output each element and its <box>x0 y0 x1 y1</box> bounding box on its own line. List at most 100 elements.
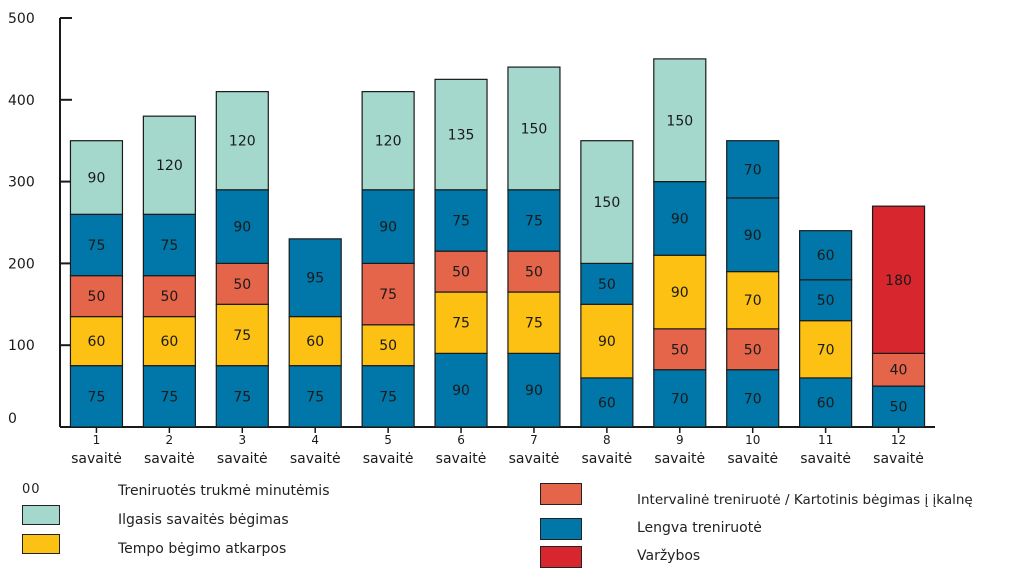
bar-segment <box>726 140 780 199</box>
bar-value-label: 95 <box>306 271 324 287</box>
bar-value-label: 50 <box>160 289 178 305</box>
bar-segment <box>142 275 196 318</box>
bar-value-label: 60 <box>306 334 324 350</box>
x-tick-label: savaitė <box>800 451 851 467</box>
bar-value-label: 90 <box>744 228 762 244</box>
bar-value-label: 90 <box>598 334 616 350</box>
bar-segment <box>871 352 926 387</box>
bar-segment <box>653 58 707 183</box>
x-tick-label: savaitė <box>509 451 560 467</box>
bar-segment <box>69 213 124 277</box>
bar-value-label: 90 <box>452 383 470 399</box>
bar-segment <box>69 140 124 215</box>
bar-segment <box>361 189 415 265</box>
bar-value-label: 50 <box>88 289 106 305</box>
bar-segment <box>142 213 196 277</box>
bar-value-label: 50 <box>890 400 908 416</box>
bar-segment <box>653 369 707 428</box>
bar-value-label: 75 <box>88 238 106 254</box>
legend-swatch-varzybos <box>540 546 582 568</box>
bar-value-label: 150 <box>666 113 693 129</box>
x-tick-label: savaitė <box>582 451 633 467</box>
bar-segment <box>507 189 561 252</box>
bar-segment <box>653 328 707 371</box>
bar-segment <box>580 262 634 305</box>
bar-segment <box>653 181 707 256</box>
bar-segment <box>726 369 780 428</box>
bar-segment <box>434 78 488 191</box>
x-tick-number: 6 <box>457 433 465 447</box>
bar-value-label: 50 <box>671 342 689 358</box>
bar-value-label: 75 <box>160 389 178 405</box>
bar-value-label: 75 <box>233 389 251 405</box>
bar-segment <box>580 140 634 264</box>
x-tick-label: savaitė <box>873 451 924 467</box>
bar-value-label: 90 <box>88 171 106 187</box>
bar-value-label: 150 <box>594 195 621 211</box>
legend-label-tempo: Tempo bėgimo atkarpos <box>118 541 287 557</box>
x-tick-number: 4 <box>311 433 319 447</box>
x-tick-label: savaitė <box>217 451 268 467</box>
bar-segment <box>580 303 634 379</box>
bar-segment <box>507 66 561 191</box>
bar-value-label: 70 <box>817 342 835 358</box>
bar-segment <box>434 291 488 354</box>
x-tick-number: 11 <box>818 433 833 447</box>
x-tick-label: savaitė <box>727 451 778 467</box>
bar-segment <box>288 238 342 318</box>
bar-value-label: 120 <box>156 158 183 174</box>
x-tick-label: savaitė <box>436 451 487 467</box>
y-tick-label: 300 <box>8 175 35 191</box>
bar-segment <box>215 91 269 191</box>
bar-segment <box>871 205 926 354</box>
bar-segment <box>871 385 926 428</box>
bar-segment <box>69 275 124 318</box>
bar-segment <box>434 250 488 293</box>
bar-value-label: 50 <box>452 265 470 281</box>
bar-segment <box>653 254 707 330</box>
bar-segment <box>361 91 415 191</box>
bar-value-label: 60 <box>160 334 178 350</box>
stacked-bar-chart: 010020030040050075605075901savaitė756050… <box>8 11 935 467</box>
bar-value-label: 75 <box>233 328 251 344</box>
bar-segment <box>726 270 780 330</box>
bar-value-label: 60 <box>88 334 106 350</box>
bar-value-label: 50 <box>379 338 397 354</box>
bar-segment <box>434 189 488 252</box>
bar-value-label: 70 <box>744 391 762 407</box>
bar-value-label: 40 <box>890 363 908 379</box>
bar-value-label: 120 <box>229 134 256 150</box>
legend-label-intervaline: Intervalinė treniruotė / Kartotinis bėgi… <box>637 492 973 508</box>
bar-segment <box>361 324 415 367</box>
bar-segment <box>142 115 196 215</box>
x-tick-number: 8 <box>603 433 611 447</box>
bar-value-label: 60 <box>817 395 835 411</box>
x-tick-label: savaitė <box>71 451 122 467</box>
y-tick-label: 500 <box>8 11 35 27</box>
bar-value-label: 75 <box>452 213 470 229</box>
bar-segment <box>288 315 342 367</box>
x-tick-number: 7 <box>530 433 538 447</box>
bar-value-label: 75 <box>525 213 543 229</box>
bar-value-label: 180 <box>885 273 912 289</box>
x-tick-number: 1 <box>93 433 101 447</box>
legend-swatch-intervaline <box>540 483 582 505</box>
y-tick-label: 200 <box>8 256 35 272</box>
bar-value-label: 70 <box>744 293 762 309</box>
x-tick-number: 9 <box>676 433 684 447</box>
legend-label-varzybos: Varžybos <box>637 548 701 564</box>
bar-value-label: 135 <box>448 128 475 144</box>
x-tick-label: savaitė <box>654 451 705 467</box>
bar-segment <box>361 365 415 428</box>
x-tick-number: 12 <box>891 433 906 447</box>
bar-value-label: 75 <box>379 287 397 303</box>
y-tick-label: 0 <box>8 411 17 427</box>
x-tick-number: 2 <box>166 433 174 447</box>
bar-segment <box>726 328 780 371</box>
bar-value-label: 75 <box>525 316 543 332</box>
y-tick-label: 400 <box>8 93 35 109</box>
legend-swatch-lengva <box>540 518 582 540</box>
legend-label-ilgasis: Ilgasis savaitės bėgimas <box>118 512 289 528</box>
bar-value-label: 90 <box>379 220 397 236</box>
bar-value-label: 90 <box>671 285 689 301</box>
